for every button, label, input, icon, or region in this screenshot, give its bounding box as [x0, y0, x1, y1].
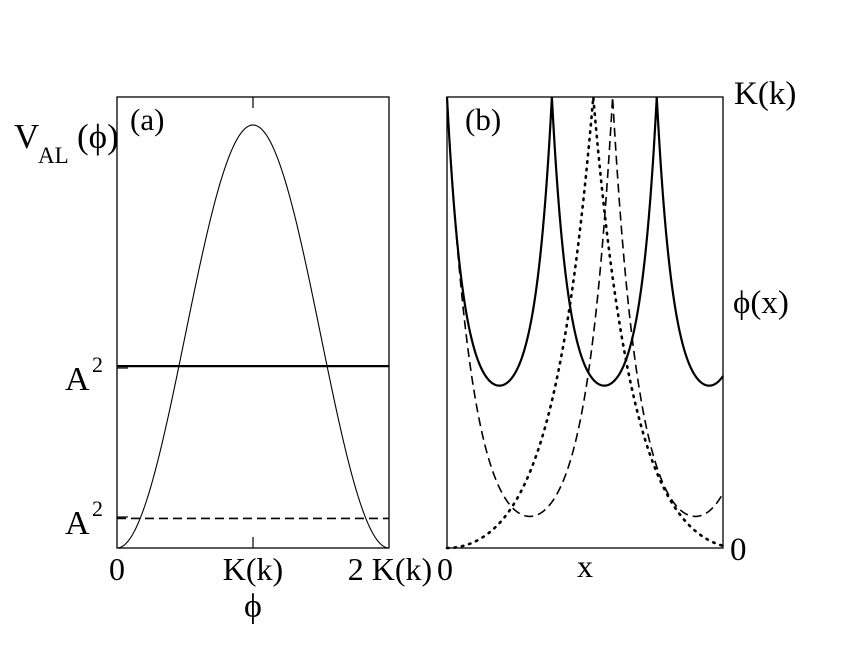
x-tick-label-0: 0 [109, 551, 125, 587]
right-label-phi: ϕ(x) [733, 285, 789, 321]
x-tick-label-k: K(k) [223, 551, 283, 587]
x-tick-label-0-b: 0 [437, 551, 453, 587]
x-axis-label-b: x [577, 548, 593, 584]
panel-a-frame [116, 96, 390, 549]
y-axis-label-sub: AL [38, 143, 69, 168]
panel-b-label: (b) [465, 102, 501, 137]
panel-b: (b) 0 x K(k) ϕ(x) 0 [437, 76, 796, 587]
panel-b-frame [446, 96, 724, 549]
y-tick-label-1: A [65, 361, 90, 398]
series-solid [445, 96, 724, 387]
right-label-zero: 0 [730, 532, 747, 568]
x-tick-label-2k: 2 K(k) [348, 551, 432, 587]
series-dashed [446, 96, 724, 518]
x-axis-label: ϕ [244, 588, 262, 625]
potential-curve [116, 124, 390, 549]
panel-a-label: (a) [130, 102, 164, 137]
y-tick-label-1-sup: 2 [92, 352, 103, 377]
y-tick-label-2-sup: 2 [92, 496, 103, 521]
panel-a: (a) V AL (ϕ) A 2 A 2 0 K(k) 2 K(k) ϕ [14, 96, 432, 625]
y-axis-label-v: V [14, 117, 39, 156]
y-axis-label-arg: (ϕ) [77, 117, 119, 156]
right-label-k: K(k) [734, 76, 796, 112]
series-dotted [445, 96, 725, 550]
y-tick-label-2: A [65, 505, 90, 542]
